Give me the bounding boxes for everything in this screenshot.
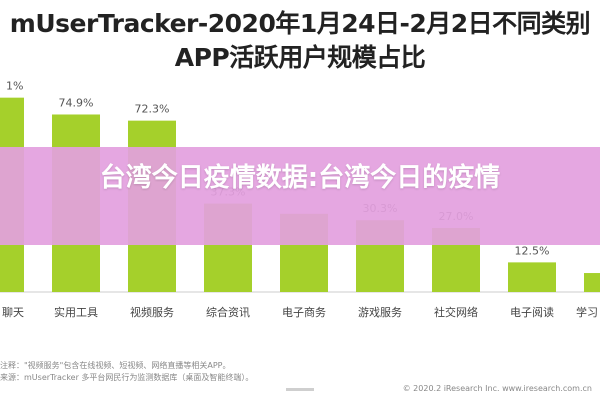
x-tick-label-3: 视频服务 [130,305,174,319]
x-tick-label-2: 实用工具 [54,305,98,319]
x-tick-label-9: 学习 [576,305,598,319]
headline-overlay-text: 台湾今日疫情数据:台湾今日的疫情 [99,163,501,193]
bar-9 [584,273,600,292]
x-tick-label-7: 社交网络 [434,305,478,319]
headline-overlay-band [0,147,600,245]
data-label-2: 74.9% [59,96,94,109]
bar-8 [508,262,556,292]
chart-title-line-2: APP活跃用户规模占比 [174,43,426,72]
carousel-indicator [286,388,314,391]
x-tick-label-6: 游戏服务 [358,306,402,319]
data-label-1: 1% [6,80,23,93]
x-tick-label-8: 电子阅读 [510,305,554,319]
data-label-3: 72.3% [135,103,170,116]
footnote-source: 来源：mUserTracker 多平台网民行为监测数据库（桌面及智能终端）。 [0,373,254,382]
footnote-note: 注释："视频服务"包含在线视频、短视频、网络直播等相关APP。 [0,361,231,370]
brand-credit: © 2020.2 iResearch Inc. www.iresearch.co… [402,384,592,393]
data-label-8: 12.5% [515,244,550,257]
x-tick-label-5: 电子商务 [282,305,326,319]
x-tick-label-1: 聊天 [2,305,24,319]
x-tick-label-4: 综合资讯 [206,305,250,319]
chart-title-line-1: mUserTracker-2020年1月24日-2月2日不同类别 [9,9,591,38]
